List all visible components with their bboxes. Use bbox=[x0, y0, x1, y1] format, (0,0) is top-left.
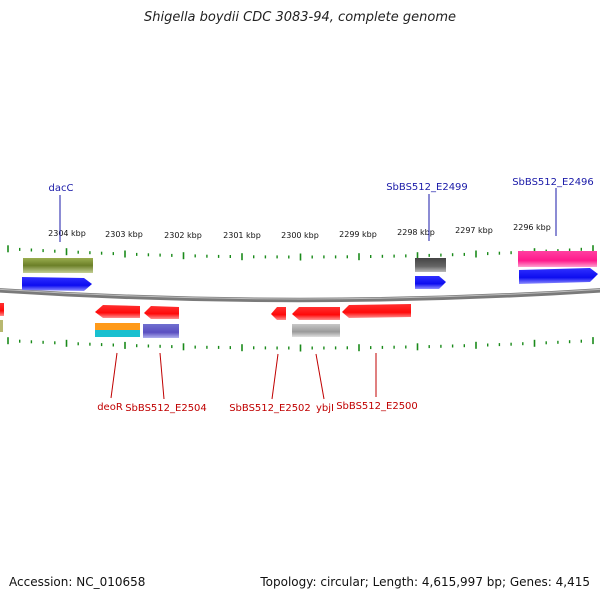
forward-labels: dacC SbBS512_E2499 SbBS512_E2496 bbox=[49, 177, 594, 242]
genome-backbone bbox=[0, 288, 600, 303]
feature-E2499-cds[interactable] bbox=[415, 276, 446, 289]
genome-summary-text: Topology: circular; Length: 4,615,997 bp… bbox=[260, 575, 590, 589]
forward-features bbox=[22, 251, 598, 291]
inner-tick-row bbox=[7, 337, 594, 352]
leader-line bbox=[110, 352, 118, 399]
reverse-labels: deoR SbBS512_E2504 SbBS512_E2502 ybjI Sb… bbox=[97, 352, 418, 414]
feature-pink[interactable] bbox=[518, 251, 597, 267]
feature-lightgray[interactable] bbox=[292, 324, 340, 337]
feature-E2496-cds[interactable] bbox=[519, 268, 598, 284]
feature-E2502-cds[interactable] bbox=[271, 307, 286, 320]
gene-label-SbBS512_E2500[interactable]: SbBS512_E2500 bbox=[336, 401, 418, 412]
tick-label: 2302 kbp bbox=[164, 231, 202, 240]
tick-label: 2299 kbp bbox=[339, 230, 377, 239]
gene-label-deoR[interactable]: deoR bbox=[97, 402, 123, 413]
feature-edge-olive[interactable] bbox=[0, 320, 3, 332]
tick-label: 2296 kbp bbox=[513, 223, 551, 232]
tick-label: 2297 kbp bbox=[455, 226, 493, 235]
feature-E2500-cds[interactable] bbox=[342, 304, 411, 318]
feature-ybjI-cds[interactable] bbox=[292, 307, 340, 320]
feature-olive[interactable] bbox=[23, 258, 93, 273]
gene-label-dacC[interactable]: dacC bbox=[49, 183, 74, 194]
map-title: Shigella boydii CDC 3083-94, complete ge… bbox=[143, 10, 457, 25]
gene-label-ybjI[interactable]: ybjI bbox=[316, 403, 334, 414]
outer-tick-row bbox=[7, 245, 594, 261]
tick-label: 2300 kbp bbox=[281, 231, 319, 240]
tick-label: 2304 kbp bbox=[48, 229, 86, 238]
feature-deoR-cds[interactable] bbox=[95, 305, 140, 318]
genome-backbone-highlight bbox=[0, 288, 600, 300]
accession-text: Accession: NC_010658 bbox=[9, 575, 146, 589]
tick-label: 2303 kbp bbox=[105, 230, 143, 239]
feature-gray[interactable] bbox=[415, 258, 446, 272]
tick-label: 2301 kbp bbox=[223, 231, 261, 240]
feature-cyan[interactable] bbox=[95, 330, 140, 337]
feature-orange[interactable] bbox=[95, 323, 140, 330]
leader-line bbox=[159, 352, 165, 400]
feature-dacC-cds[interactable] bbox=[22, 277, 92, 291]
leader-line bbox=[315, 353, 325, 400]
gene-label-SbBS512_E2496[interactable]: SbBS512_E2496 bbox=[512, 177, 594, 188]
tick-labels: 2304 kbp 2303 kbp 2302 kbp 2301 kbp 2300… bbox=[48, 223, 551, 240]
feature-purple[interactable] bbox=[143, 324, 179, 338]
feature-E2504-cds[interactable] bbox=[144, 306, 179, 319]
leader-line bbox=[271, 353, 279, 400]
gene-label-SbBS512_E2499[interactable]: SbBS512_E2499 bbox=[386, 182, 468, 193]
feature-edge-red[interactable] bbox=[0, 303, 4, 316]
tick-label: 2298 kbp bbox=[397, 228, 435, 237]
reverse-features bbox=[0, 303, 411, 338]
gene-label-SbBS512_E2502[interactable]: SbBS512_E2502 bbox=[229, 403, 311, 414]
gene-label-SbBS512_E2504[interactable]: SbBS512_E2504 bbox=[125, 403, 207, 414]
